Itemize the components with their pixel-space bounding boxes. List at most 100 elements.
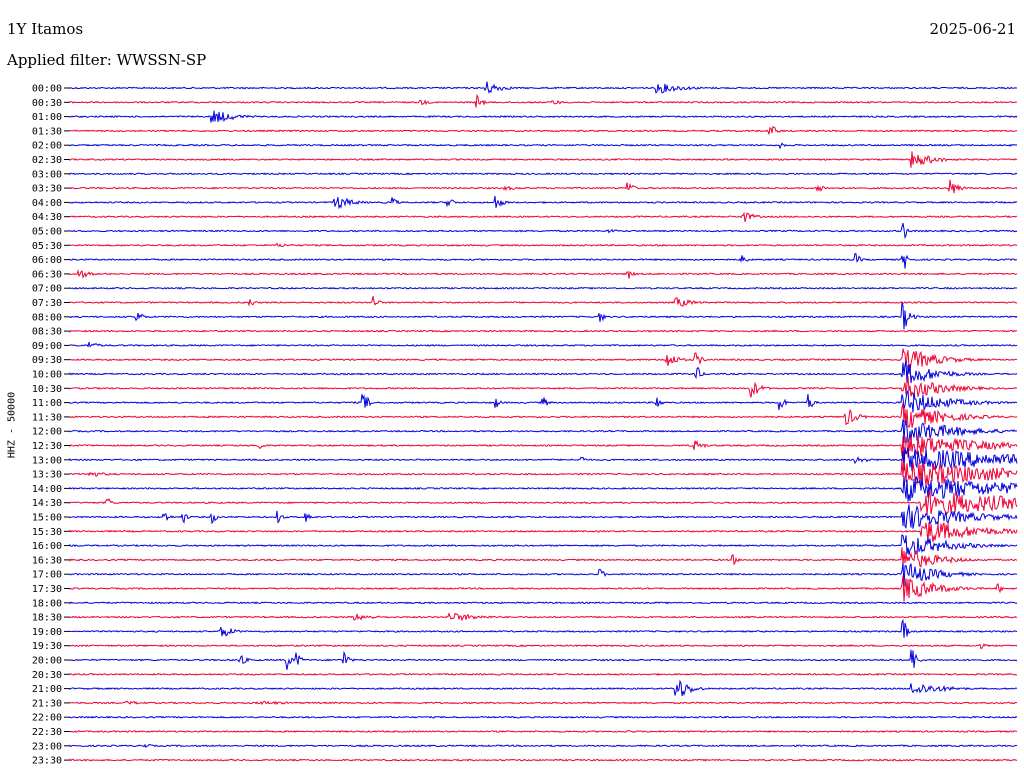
row-label-1830: 18:30 [32, 613, 62, 624]
row-label-0730: 07:30 [32, 298, 62, 309]
row-label-0900: 09:00 [32, 341, 62, 352]
row-label-2100: 21:00 [32, 684, 62, 695]
trace-1600 [69, 534, 1018, 556]
row-label-1030: 10:30 [32, 384, 62, 395]
trace-1100 [69, 390, 1018, 413]
trace-1200 [69, 419, 1018, 444]
row-label-1230: 12:30 [32, 441, 62, 452]
row-label-1600: 16:00 [32, 541, 62, 552]
row-label-2130: 21:30 [32, 698, 62, 709]
row-label-2000: 20:00 [32, 656, 62, 667]
row-label-0930: 09:30 [32, 355, 62, 366]
row-label-1800: 18:00 [32, 598, 62, 609]
row-label-0800: 08:00 [32, 312, 62, 323]
trace-0800 [69, 302, 1018, 330]
trace-1530 [69, 522, 1018, 543]
trace-1730 [69, 575, 1018, 602]
trace-1430 [69, 489, 1018, 516]
row-label-1000: 10:00 [32, 370, 62, 381]
row-label-1530: 15:30 [32, 527, 62, 538]
trace-2100 [69, 679, 1018, 697]
trace-0600 [69, 252, 1018, 269]
row-label-1100: 11:00 [32, 398, 62, 409]
trace-0530 [69, 242, 1018, 247]
trace-1930 [69, 643, 1018, 650]
trace-2230 [69, 729, 1018, 734]
row-label-1730: 17:30 [32, 584, 62, 595]
trace-0130 [69, 125, 1018, 135]
trace-2330 [69, 758, 1018, 762]
trace-1630 [69, 547, 1018, 568]
trace-0900 [69, 342, 1018, 348]
trace-2030 [69, 672, 1018, 676]
trace-0630 [69, 269, 1018, 279]
trace-0400 [69, 195, 1018, 210]
row-label-2230: 22:30 [32, 727, 62, 738]
row-label-0330: 03:30 [32, 184, 62, 195]
trace-1500 [69, 504, 1018, 529]
trace-1030 [69, 376, 1018, 398]
trace-0700 [69, 286, 1018, 290]
row-label-0700: 07:00 [32, 284, 62, 295]
trace-0830 [69, 329, 1018, 334]
trace-0000 [69, 81, 1018, 94]
row-label-1900: 19:00 [32, 627, 62, 638]
station-title: 1Y Itamos [7, 20, 84, 38]
trace-0300 [69, 172, 1018, 176]
row-label-0830: 08:30 [32, 327, 62, 338]
row-label-1200: 12:00 [32, 427, 62, 438]
row-label-0530: 05:30 [32, 241, 62, 252]
trace-1900 [69, 618, 1018, 638]
row-label-0300: 03:00 [32, 169, 62, 180]
row-label-1300: 13:00 [32, 455, 62, 466]
row-label-0600: 06:00 [32, 255, 62, 266]
trace-1400 [69, 476, 1018, 502]
row-label-0500: 05:00 [32, 227, 62, 238]
trace-0030 [69, 93, 1018, 108]
row-label-0200: 02:00 [32, 141, 62, 152]
row-label-1330: 13:30 [32, 470, 62, 481]
trace-0100 [69, 110, 1018, 123]
row-label-1130: 11:30 [32, 412, 62, 423]
trace-2000 [69, 649, 1018, 670]
trace-0230 [69, 151, 1018, 168]
row-label-2030: 20:30 [32, 670, 62, 681]
trace-0200 [69, 142, 1018, 150]
row-label-0230: 02:30 [32, 155, 62, 166]
trace-1130 [69, 402, 1018, 429]
row-label-1700: 17:00 [32, 570, 62, 581]
row-label-1400: 14:00 [32, 484, 62, 495]
row-label-1500: 15:00 [32, 513, 62, 524]
trace-0730 [69, 296, 1018, 307]
trace-0430 [69, 211, 1018, 222]
trace-2130 [69, 700, 1018, 706]
row-label-2300: 23:00 [32, 741, 62, 752]
trace-1700 [69, 562, 1018, 587]
trace-0930 [69, 348, 1018, 372]
row-label-1930: 19:30 [32, 641, 62, 652]
trace-1230 [69, 434, 1018, 460]
trace-2300 [69, 743, 1018, 749]
row-label-0630: 06:30 [32, 269, 62, 280]
trace-1000 [69, 361, 1018, 384]
trace-2200 [69, 715, 1018, 719]
row-label-0400: 04:00 [32, 198, 62, 209]
trace-1830 [69, 612, 1018, 622]
trace-1330 [69, 460, 1018, 486]
row-label-0430: 04:30 [32, 212, 62, 223]
filter-label: Applied filter: WWSSN-SP [7, 51, 207, 69]
trace-0330 [69, 179, 1018, 194]
row-label-0000: 00:00 [32, 84, 62, 95]
row-label-0030: 00:30 [32, 98, 62, 109]
row-label-1430: 14:30 [32, 498, 62, 509]
row-label-2200: 22:00 [32, 713, 62, 724]
row-label-2330: 23:30 [32, 756, 62, 767]
row-label-1630: 16:30 [32, 555, 62, 566]
trace-1800 [69, 601, 1018, 605]
trace-1300 [69, 446, 1018, 472]
trace-0500 [69, 222, 1018, 239]
row-label-0130: 01:30 [32, 126, 62, 137]
date-label: 2025-06-21 [929, 20, 1016, 38]
row-label-0100: 01:00 [32, 112, 62, 123]
